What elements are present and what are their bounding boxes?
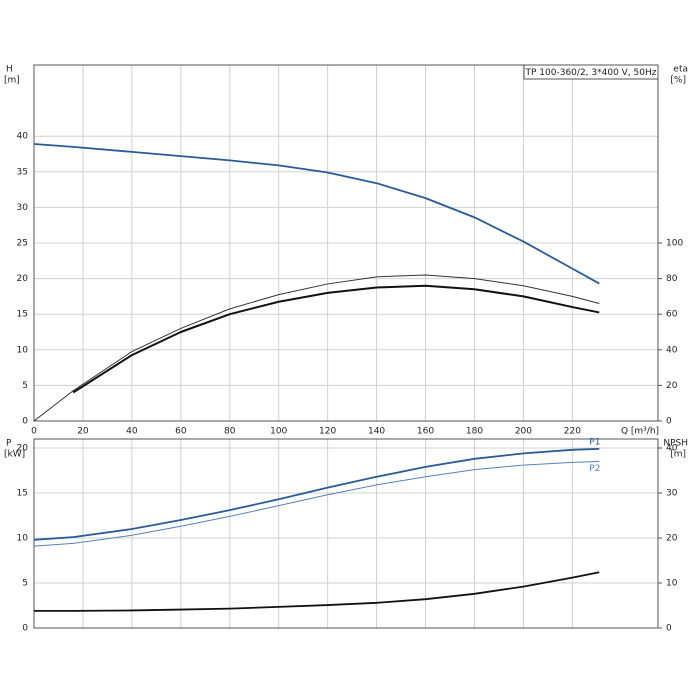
x-tick-label: 120 (319, 427, 336, 437)
annotation: TP 100-360/2, 3*400 V, 50Hz (525, 68, 657, 78)
x-tick-label: 200 (515, 427, 532, 437)
y-tick-label: 40 (17, 132, 29, 142)
x-tick-label: 100 (270, 427, 287, 437)
y2-tick-label: 10 (666, 579, 678, 589)
y-axis-unit: [m] (4, 76, 20, 86)
x-tick-label: 180 (466, 427, 483, 437)
y-tick-label: 35 (17, 167, 28, 177)
plot-frame (33, 438, 659, 629)
y-tick-label: 20 (17, 274, 29, 284)
curve (33, 448, 600, 541)
y-tick-label: 5 (22, 579, 28, 589)
y-tick-label: 30 (17, 203, 29, 213)
curve (72, 284, 600, 394)
x-tick-label: 220 (564, 427, 581, 437)
curve (33, 461, 600, 547)
x-tick-label: 20 (77, 427, 89, 437)
curve (33, 143, 600, 285)
y-tick-label: 0 (22, 417, 28, 427)
y-axis-label: P (6, 439, 12, 449)
y2-tick-label: 0 (666, 624, 672, 634)
y2-tick-label: 30 (666, 489, 678, 499)
y-axis-label: H (6, 65, 13, 75)
y2-tick-label: 80 (666, 274, 678, 284)
y2-tick-label: 20 (666, 381, 678, 391)
annotation-box (523, 64, 659, 80)
curve (33, 274, 600, 422)
x-axis-label: Q [m³/h] (621, 427, 659, 437)
y-tick-label: 25 (17, 239, 28, 249)
y2-tick-label: 100 (666, 239, 683, 249)
x-tick-label: 80 (224, 427, 236, 437)
y2-axis-label: NPSH (663, 439, 688, 449)
y2-tick-label: 0 (666, 417, 672, 427)
y-tick-label: 20 (17, 444, 29, 454)
plot-frame (33, 64, 659, 422)
y-tick-label: 0 (22, 624, 28, 634)
x-tick-label: 60 (175, 427, 187, 437)
y-tick-label: 10 (17, 534, 29, 544)
y2-axis-label: eta (673, 65, 688, 75)
x-tick-label: 40 (126, 427, 138, 437)
y2-tick-label: 20 (666, 534, 678, 544)
y-tick-label: 5 (22, 381, 28, 391)
y-tick-label: 15 (17, 310, 28, 320)
y2-axis-unit: [m] (670, 450, 686, 460)
x-tick-label: 160 (417, 427, 434, 437)
y-tick-label: 10 (17, 345, 29, 355)
curve (34, 571, 600, 612)
y2-tick-label: 40 (666, 444, 678, 454)
y-axis-unit: [kW] (4, 450, 25, 460)
y2-tick-label: 60 (666, 310, 678, 320)
x-tick-label: 140 (368, 427, 385, 437)
series-label: P2 (589, 464, 600, 474)
x-tick-label: 0 (31, 427, 37, 437)
y2-axis-unit: [%] (670, 76, 686, 86)
series-label: P1 (589, 437, 600, 447)
y2-tick-label: 40 (666, 345, 678, 355)
y-tick-label: 15 (17, 489, 28, 499)
